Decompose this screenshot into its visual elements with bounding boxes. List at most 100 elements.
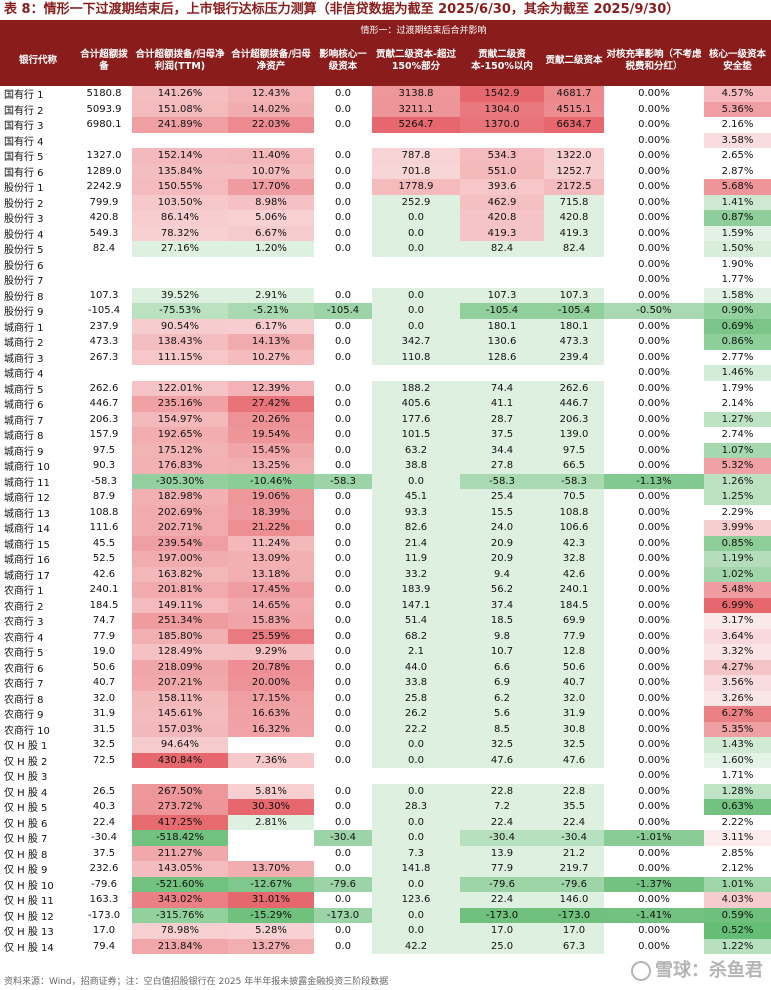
value-cell: 177.6	[372, 411, 460, 427]
value-cell: 0.0	[335, 119, 351, 131]
value-cell: 0.0	[335, 553, 351, 565]
bank-name-cell: 国有行 4	[4, 136, 44, 148]
value-cell: 1.07%	[704, 442, 771, 458]
value-cell: 111.15%	[132, 349, 228, 365]
table-row: 城商行 15 45.5 239.54% 11.24% 0.0 21.4 20.9 42.3 0.…	[0, 535, 771, 551]
value-cell: 0.00%	[638, 165, 670, 177]
bank-name-cell: 仅 H 股 4	[4, 787, 48, 799]
value-cell: 9.29%	[228, 644, 314, 660]
value-cell: 66.5	[544, 458, 604, 474]
table-row: 农商行 8 32.0 158.11% 17.15% 0.0 25.8 6.2 32.0 0.00…	[0, 690, 771, 706]
bank-name-cell: 国有行 1	[4, 90, 44, 102]
value-cell: 3138.8	[372, 86, 460, 102]
value-cell: 218.09%	[132, 659, 228, 675]
value-cell: 20.9	[460, 551, 544, 567]
value-cell: 0.00%	[638, 925, 670, 937]
value-cell: 0.0	[335, 336, 351, 348]
value-cell: 16.32%	[228, 721, 314, 737]
bank-name-cell: 农商行 4	[4, 632, 44, 644]
value-cell: 417.25%	[132, 814, 228, 830]
bank-name-cell: 仅 H 股 2	[4, 756, 48, 768]
value-cell: -105.4	[460, 303, 544, 319]
value-cell: 0.0	[335, 537, 351, 549]
bank-name-cell: 仅 H 股 3	[4, 772, 48, 784]
value-cell: -58.3	[91, 475, 117, 487]
value-cell: 0.86%	[704, 334, 771, 350]
value-cell: 180.1	[544, 318, 604, 334]
value-cell: 11.40%	[228, 148, 314, 164]
value-cell: 128.49%	[132, 644, 228, 660]
value-cell: 2.81%	[228, 814, 314, 830]
value-cell: 0.0	[335, 243, 351, 255]
value-cell: 0.0	[372, 752, 460, 768]
value-cell	[372, 133, 460, 149]
value-cell: 462.9	[460, 194, 544, 210]
bank-name-cell: 国有行 3	[4, 121, 44, 133]
value-cell	[460, 272, 544, 288]
value-cell: 18.39%	[228, 504, 314, 520]
value-cell: 0.0	[335, 847, 351, 859]
bank-name-cell: 股份行 2	[4, 198, 44, 210]
value-cell: 237.9	[89, 320, 119, 332]
value-cell: 17.0	[544, 923, 604, 939]
value-cell: 3.56%	[704, 675, 771, 691]
scenario-row: 情形一：过渡期结束后合并影响	[0, 22, 771, 36]
table-row: 城商行 6 446.7 235.16% 27.42% 0.0 405.6 41.1 446.7…	[0, 396, 771, 412]
value-cell: 33.8	[372, 675, 460, 691]
value-cell: 21.4	[372, 535, 460, 551]
value-cell: 1.01%	[704, 876, 771, 892]
value-cell: 47.6	[544, 752, 604, 768]
value-cell: 2.77%	[721, 351, 754, 363]
value-cell: 1.77%	[721, 274, 754, 286]
value-cell: -173.0	[460, 907, 544, 923]
table-row: 农商行 3 74.7 251.34% 15.83% 0.0 51.4 18.5 69.9 0.0…	[0, 613, 771, 629]
value-cell: 78.98%	[132, 923, 228, 939]
value-cell: 82.4	[544, 241, 604, 257]
value-cell: 0.0	[372, 783, 460, 799]
bank-name-cell: 仅 H 股 8	[4, 849, 48, 861]
value-cell: 0.0	[335, 816, 351, 828]
value-cell: 0.0	[372, 876, 460, 892]
value-cell: 1.28%	[704, 783, 771, 799]
table-row: 仅 H 股 11 163.3 343.02% 31.01% 0.0 123.6 22.4 14…	[0, 892, 771, 908]
value-cell: 430.84%	[132, 752, 228, 768]
col-header: 贡献二级资本-超过150%部分	[372, 36, 460, 86]
value-cell: 19.0	[92, 646, 116, 658]
bank-name-cell: 城商行 12	[4, 493, 50, 505]
table-row: 股份行 3 420.8 86.14% 5.06% 0.0 0.0 420.8 420.8 0.0…	[0, 210, 771, 226]
value-cell: 0.0	[335, 413, 351, 425]
value-cell: 1.41%	[704, 194, 771, 210]
table-row: 仅 H 股 6 22.4 417.25% 2.81% 0.0 0.0 22.4 22.4 0.0…	[0, 814, 771, 830]
value-cell: 1542.9	[460, 86, 544, 102]
value-cell: 1.90%	[721, 258, 754, 270]
value-cell: 149.11%	[132, 597, 228, 613]
value-cell: -173.0	[544, 907, 604, 923]
value-cell: 152.14%	[132, 148, 228, 164]
bank-name-cell: 农商行 5	[4, 648, 44, 660]
value-cell: 0.0	[335, 444, 351, 456]
bank-name-cell: 城商行 1	[4, 322, 44, 334]
value-cell: -30.4	[314, 830, 372, 846]
value-cell: 787.8	[372, 148, 460, 164]
value-cell: 143.05%	[132, 861, 228, 877]
value-cell: -173.0	[87, 909, 121, 921]
value-cell: 11.24%	[228, 535, 314, 551]
table-row: 仅 H 股 8 37.5 211.27% 0.0 7.3 13.9 21.2 0.00% 2.8…	[0, 845, 771, 861]
value-cell: 2242.9	[86, 181, 122, 193]
value-cell: -0.50%	[604, 303, 704, 319]
value-cell: 17.70%	[228, 179, 314, 195]
value-cell	[372, 768, 460, 784]
value-cell: 2.1	[372, 644, 460, 660]
value-cell: -1.41%	[604, 907, 704, 923]
value-cell: 0.00%	[638, 134, 670, 146]
value-cell	[132, 272, 228, 288]
value-cell: 17.0	[92, 925, 116, 937]
table-row: 国有行 3 6980.1 241.89% 22.03% 0.0 5264.7 1370.0 6…	[0, 117, 771, 133]
value-cell: 13.9	[460, 845, 544, 861]
value-cell: 41.1	[460, 396, 544, 412]
value-cell: 0.0	[372, 814, 460, 830]
value-cell: 0.00%	[638, 599, 670, 611]
value-cell: 0.00%	[638, 367, 670, 379]
value-cell: 10.07%	[228, 163, 314, 179]
value-cell: 67.3	[544, 938, 604, 954]
